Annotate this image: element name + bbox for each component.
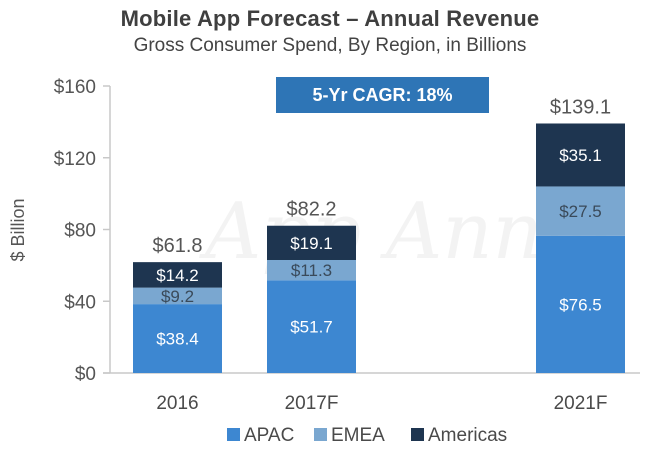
cagr-annotation-badge: 5-Yr CAGR: 18%: [276, 77, 489, 113]
data-label-apac: $38.4: [156, 330, 199, 349]
data-label-americas: $19.1: [290, 234, 333, 253]
bar-stack-2016: $38.4 $9.2 $14.2 $61.8: [133, 235, 222, 373]
legend-swatch: [411, 428, 424, 441]
y-tick-label: $120: [54, 149, 96, 170]
legend-item-apac: APAC: [227, 425, 294, 446]
total-label: $139.1: [550, 96, 611, 118]
legend-item-emea: EMEA: [314, 425, 385, 446]
data-label-emea: $11.3: [291, 261, 332, 280]
bar-segment-americas: [536, 123, 625, 187]
legend-swatch: [227, 428, 240, 441]
data-label-emea: $9.2: [161, 287, 194, 306]
bar-stack-2021f: $76.5 $27.5 $35.1 $139.1: [536, 96, 625, 373]
legend-label: EMEA: [331, 425, 385, 446]
y-tick-label: $80: [64, 221, 96, 242]
chart-subtitle: Gross Consumer Spend, By Region, in Bill…: [133, 35, 527, 56]
data-label-apac: $76.5: [559, 295, 602, 314]
bar-segment-emea: [133, 287, 222, 305]
bar-stack-2017f: $51.7 $11.3 $19.1 $82.2: [267, 199, 356, 373]
bar-segment-apac: [133, 304, 222, 373]
bar-segment-americas: [133, 262, 222, 288]
bar-segment-apac: [267, 280, 356, 373]
bar-segment-americas: [267, 225, 356, 260]
legend-label: APAC: [244, 425, 294, 446]
x-axis-labels: 2016 2017F 2021F: [156, 393, 607, 414]
chart-title: Mobile App Forecast – Annual Revenue: [120, 6, 540, 31]
bars: $38.4$9.2$14.2$61.8$51.7$11.3$19.1$82.2$…: [133, 96, 625, 373]
bar-segment-apac: [536, 235, 625, 373]
legend-item-americas: Americas: [411, 425, 507, 446]
legend: APAC EMEA Americas: [227, 425, 507, 446]
legend-label: Americas: [428, 425, 507, 446]
legend-swatch: [314, 428, 327, 441]
x-tick-label: 2021F: [554, 393, 608, 414]
y-axis: $0 $40 $80 $120 $160: [54, 77, 640, 385]
data-label-emea: $27.5: [559, 202, 602, 221]
data-label-americas: $35.1: [559, 146, 602, 165]
x-tick-label: 2016: [156, 393, 198, 414]
total-label: $61.8: [152, 235, 202, 257]
bar-segment-emea: [536, 186, 625, 236]
data-label-americas: $14.2: [156, 266, 199, 285]
total-label: $82.2: [286, 199, 336, 221]
bar-segment-emea: [267, 259, 356, 281]
y-tick-label: $40: [64, 292, 96, 313]
y-tick-label: $160: [54, 77, 96, 98]
data-label-apac: $51.7: [290, 318, 333, 337]
y-tick-label: $0: [75, 364, 96, 385]
y-axis-label: $ Billion: [8, 198, 28, 261]
x-tick-label: 2017F: [285, 393, 339, 414]
